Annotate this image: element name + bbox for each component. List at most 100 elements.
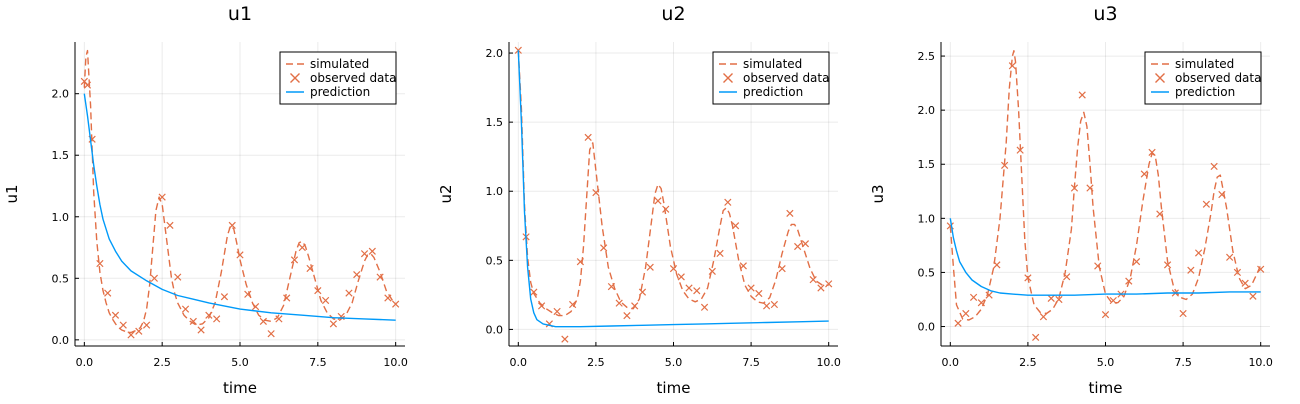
- data-point-marker: [166, 221, 174, 230]
- legend-label: simulated: [310, 57, 369, 71]
- data-point-marker: [127, 331, 135, 339]
- data-point-marker: [747, 284, 755, 292]
- series-simulated-line: [949, 50, 1262, 321]
- data-point-marker: [801, 240, 810, 248]
- data-point-marker: [569, 300, 577, 309]
- y-tick-label: 0.0: [52, 334, 70, 347]
- data-point-marker: [384, 294, 392, 302]
- legend-label: simulated: [1175, 57, 1234, 71]
- data-point-marker: [329, 320, 338, 328]
- data-point-marker: [600, 244, 608, 252]
- plot-area: [80, 49, 400, 339]
- data-point-marker: [607, 282, 616, 291]
- data-point-marker: [205, 311, 213, 319]
- data-point-marker: [985, 291, 993, 299]
- data-point-marker: [251, 302, 260, 311]
- y-tick-label: 1.5: [918, 158, 936, 171]
- data-point-marker: [762, 302, 771, 310]
- data-point-marker: [646, 263, 654, 271]
- data-point-marker: [96, 259, 104, 268]
- legend-label: observed data: [1175, 71, 1261, 85]
- legend-marker: [1155, 73, 1165, 83]
- data-point-marker: [298, 243, 306, 252]
- x-tick-label: 0.0: [942, 356, 960, 369]
- x-axis-label: time: [1089, 379, 1123, 397]
- series-simulated-line: [83, 49, 397, 334]
- data-point-marker: [638, 288, 647, 296]
- series-observed-data: [80, 77, 400, 339]
- plot-area: [514, 46, 833, 343]
- data-point-marker: [1078, 91, 1086, 99]
- data-point-marker: [174, 273, 182, 281]
- series-simulated-line: [517, 50, 829, 317]
- data-point-marker: [135, 327, 143, 335]
- data-point-marker: [592, 188, 600, 197]
- x-tick-label: 7.5: [742, 356, 760, 369]
- data-point-marker: [969, 293, 978, 301]
- data-point-marker: [1163, 261, 1172, 269]
- data-point-marker: [150, 274, 159, 282]
- data-point-marker: [1156, 210, 1164, 218]
- data-point-marker: [119, 321, 127, 329]
- x-tick-label: 7.5: [309, 356, 327, 369]
- data-point-marker: [553, 307, 561, 316]
- y-tick-label: 0.5: [52, 272, 70, 285]
- legend-label: prediction: [743, 85, 803, 99]
- data-point-marker: [1032, 333, 1040, 341]
- y-tick-label: 1.5: [52, 149, 70, 162]
- data-point-marker: [786, 209, 794, 217]
- data-point-marker: [700, 303, 709, 311]
- data-point-marker: [561, 335, 569, 343]
- series-prediction-line: [83, 93, 396, 321]
- data-point-marker: [290, 256, 299, 264]
- legend-label: simulated: [743, 57, 802, 71]
- x-tick-label: 0.0: [510, 356, 528, 369]
- chart-panel-u3: 0.0 2.5 5.0 7.5 10.0 0.0 0.5 1.0 1.5 2.0 2.5 u3 time…: [869, 3, 1273, 397]
- y-tick-label: 1.0: [486, 185, 504, 198]
- data-point-marker: [220, 293, 229, 301]
- data-point-marker: [530, 288, 538, 296]
- data-point-marker: [1132, 257, 1141, 266]
- data-point-marker: [314, 286, 322, 295]
- data-point-marker: [244, 290, 252, 298]
- x-tick-label: 5.0: [231, 356, 249, 369]
- data-point-marker: [724, 198, 732, 206]
- data-point-marker: [1001, 161, 1009, 169]
- series-prediction-line: [517, 50, 829, 328]
- data-point-marker: [662, 205, 670, 213]
- data-point-marker: [1218, 190, 1226, 199]
- y-tick-label: 1.0: [918, 212, 936, 225]
- data-point-marker: [514, 46, 522, 54]
- x-tick-label: 5.0: [1097, 356, 1115, 369]
- legend-box: [712, 51, 830, 105]
- legend-label: prediction: [310, 85, 370, 99]
- data-point-marker: [1148, 148, 1156, 156]
- x-tick-label: 5.0: [665, 356, 683, 369]
- legend-label: prediction: [1175, 85, 1235, 99]
- data-point-marker: [1101, 311, 1110, 319]
- y-axis-label: u3: [869, 184, 887, 203]
- data-point-marker: [954, 319, 962, 327]
- data-point-marker: [755, 289, 763, 298]
- legend-box: [1144, 51, 1262, 105]
- y-tick-label: 2.5: [918, 50, 936, 63]
- data-point-marker: [1233, 268, 1242, 277]
- x-tick-label: 10.0: [816, 356, 841, 369]
- data-point-marker: [1024, 274, 1032, 282]
- y-tick-label: 0.5: [486, 254, 504, 267]
- data-point-marker: [623, 311, 631, 320]
- data-point-marker: [236, 251, 244, 259]
- data-point-marker: [794, 242, 802, 251]
- plot-area: [946, 50, 1265, 341]
- x-tick-label: 0.0: [76, 356, 94, 369]
- data-point-marker: [283, 294, 291, 302]
- data-point-marker: [685, 284, 693, 292]
- data-point-marker: [962, 309, 970, 318]
- series-prediction-line: [949, 218, 1261, 296]
- data-point-marker: [1094, 262, 1102, 270]
- data-point-marker: [1226, 253, 1234, 261]
- data-point-marker: [778, 264, 786, 273]
